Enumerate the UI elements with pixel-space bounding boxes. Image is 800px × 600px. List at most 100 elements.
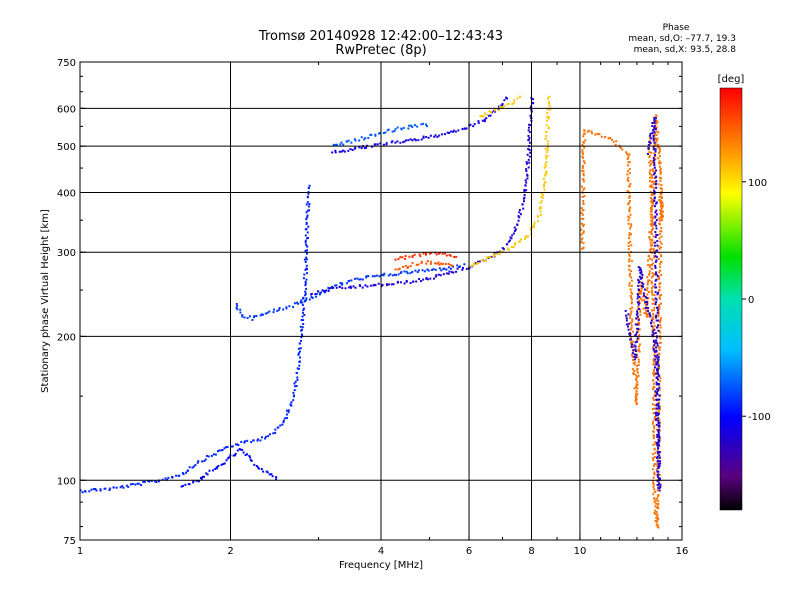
data-point — [389, 273, 392, 276]
data-point — [399, 141, 402, 144]
data-point — [655, 278, 658, 281]
data-point — [297, 347, 300, 350]
data-point — [498, 253, 501, 256]
data-point — [653, 170, 656, 173]
data-point — [282, 308, 285, 311]
data-point — [540, 196, 543, 199]
data-point — [502, 248, 505, 251]
data-point — [473, 261, 476, 264]
data-point — [545, 130, 548, 133]
data-point — [580, 207, 583, 210]
data-point — [655, 403, 658, 406]
data-point — [295, 372, 298, 375]
data-point — [650, 287, 653, 290]
colorbar-label: [deg] — [718, 74, 745, 85]
data-point — [358, 278, 361, 281]
data-point — [304, 249, 307, 252]
data-point — [648, 312, 651, 315]
data-point — [319, 291, 322, 294]
data-point — [186, 469, 189, 472]
data-point — [594, 133, 597, 136]
data-point — [409, 264, 412, 267]
data-point — [422, 278, 425, 281]
data-point — [483, 120, 486, 123]
data-point — [381, 283, 384, 286]
data-point — [304, 234, 307, 237]
data-point — [660, 260, 663, 263]
data-point — [542, 177, 545, 180]
data-point — [639, 308, 642, 311]
data-point — [413, 138, 416, 141]
data-point — [637, 348, 640, 351]
data-point — [296, 376, 299, 379]
data-point — [649, 314, 652, 317]
data-point — [658, 176, 661, 179]
data-point — [582, 188, 585, 191]
data-point — [302, 309, 305, 312]
data-point — [582, 174, 585, 177]
data-point — [655, 201, 658, 204]
data-point — [104, 487, 107, 490]
data-point — [648, 273, 651, 276]
data-point — [629, 314, 632, 317]
data-point — [629, 227, 632, 230]
data-point — [208, 469, 211, 472]
data-point — [642, 283, 645, 286]
data-point — [658, 383, 661, 386]
data-point — [631, 318, 634, 321]
data-point — [234, 452, 237, 455]
data-point — [488, 110, 491, 113]
data-point — [656, 306, 659, 309]
data-point — [516, 97, 519, 100]
data-point — [88, 490, 91, 493]
data-point — [369, 284, 372, 287]
data-point — [374, 133, 377, 136]
data-point — [399, 281, 402, 284]
data-point — [657, 465, 660, 468]
colorbar — [720, 88, 742, 510]
data-point — [628, 172, 631, 175]
data-point — [304, 268, 307, 271]
data-point — [304, 280, 307, 283]
data-point — [653, 158, 656, 161]
data-point — [648, 156, 651, 159]
data-point — [652, 412, 655, 415]
data-point — [442, 262, 445, 265]
data-point — [308, 202, 311, 205]
data-point — [649, 238, 652, 241]
data-point — [285, 409, 288, 412]
data-point — [656, 489, 659, 492]
data-point — [642, 295, 645, 298]
data-point — [364, 284, 367, 287]
data-point — [300, 299, 303, 302]
data-point — [634, 345, 637, 348]
data-point — [652, 241, 655, 244]
data-point — [365, 146, 368, 149]
data-point — [305, 258, 308, 261]
data-point — [532, 223, 535, 226]
data-point — [339, 281, 342, 284]
data-point — [449, 130, 452, 133]
data-point — [651, 262, 654, 265]
data-point — [654, 291, 657, 294]
data-point — [657, 313, 660, 316]
data-point — [525, 168, 528, 171]
data-point — [197, 460, 200, 463]
data-point — [476, 260, 479, 263]
data-point — [288, 305, 291, 308]
data-point — [453, 256, 456, 259]
data-point — [582, 160, 585, 163]
data-point — [253, 316, 256, 319]
data-point — [652, 397, 655, 400]
data-point — [487, 114, 490, 117]
data-point — [305, 227, 308, 230]
data-point — [631, 352, 634, 355]
data-point — [656, 311, 659, 314]
data-point — [632, 350, 635, 353]
data-point — [210, 454, 213, 457]
data-point — [430, 251, 433, 254]
data-point — [539, 205, 542, 208]
data-point — [654, 143, 657, 146]
data-point — [627, 156, 630, 159]
data-point — [292, 305, 295, 308]
